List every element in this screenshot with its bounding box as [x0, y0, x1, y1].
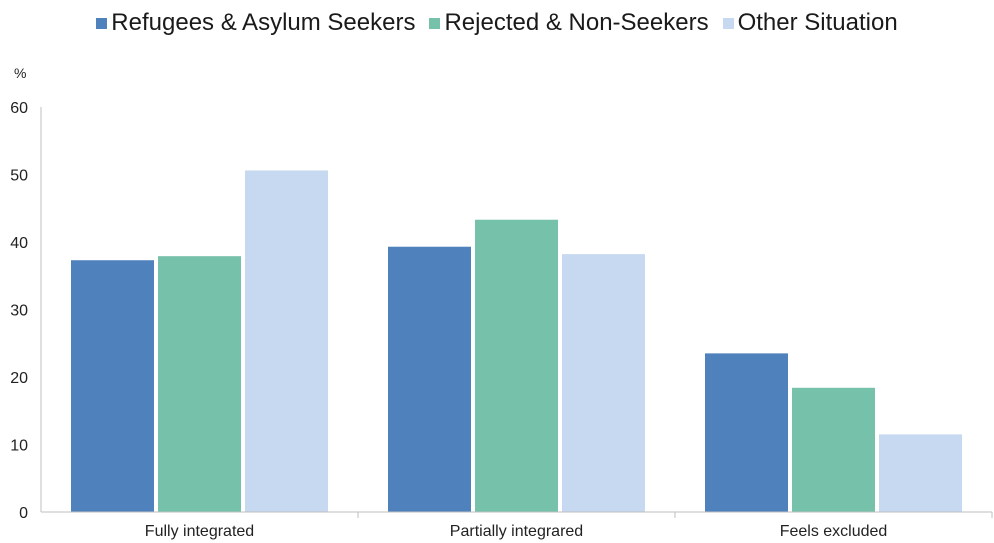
- y-tick-label: 40: [10, 235, 28, 252]
- x-axis: Fully integrated Partially integrared Feel…: [41, 511, 993, 540]
- bars: [71, 170, 962, 512]
- bar: [705, 353, 788, 512]
- legend-label: Rejected & Non-Seekers: [444, 9, 709, 36]
- y-tick-label: 30: [10, 303, 28, 320]
- bar: [879, 434, 962, 512]
- x-tick-label: Partially integrared: [450, 523, 583, 540]
- legend-swatch: [722, 17, 734, 29]
- bar: [71, 260, 154, 512]
- legend: Refugees & Asylum Seekers Rejected & Non-…: [0, 6, 994, 40]
- bar: [158, 256, 241, 512]
- legend-swatch: [96, 17, 108, 29]
- legend-swatch: [429, 17, 441, 29]
- bar: [475, 219, 558, 512]
- bar: [562, 254, 645, 512]
- legend-item: Other Situation: [722, 9, 898, 37]
- y-tick-label: 10: [10, 438, 28, 455]
- legend-item: Refugees & Asylum Seekers: [96, 9, 415, 37]
- y-axis: 0 10 20 30 40 50 60: [10, 100, 42, 522]
- y-axis-unit-label: %: [14, 65, 26, 81]
- legend-item: Rejected & Non-Seekers: [429, 9, 709, 37]
- bar: [388, 246, 471, 512]
- bar: [792, 387, 875, 512]
- x-tick-label: Feels excluded: [780, 523, 888, 540]
- y-tick-label: 0: [19, 505, 28, 522]
- bar: [245, 170, 328, 512]
- legend-label: Other Situation: [737, 9, 898, 36]
- y-tick-label: 50: [10, 168, 28, 185]
- legend-label: Refugees & Asylum Seekers: [111, 9, 416, 36]
- y-tick-label: 60: [10, 100, 28, 117]
- x-tick-label: Fully integrated: [145, 523, 254, 540]
- y-tick-label: 20: [10, 370, 28, 387]
